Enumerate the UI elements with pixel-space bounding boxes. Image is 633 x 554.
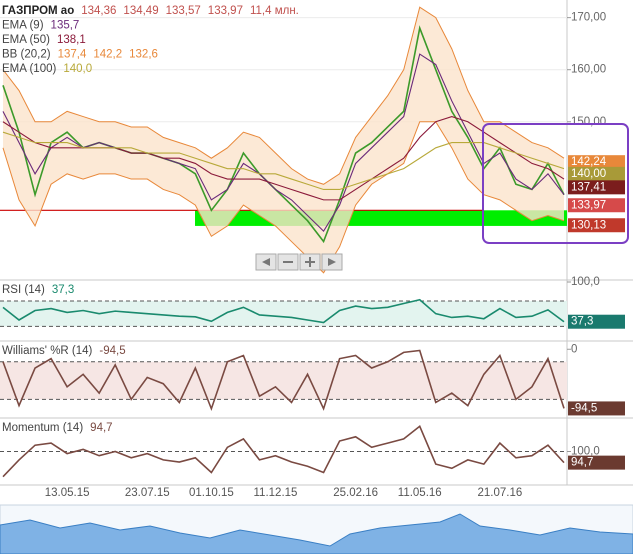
level-band bbox=[0, 301, 567, 327]
value-tag-label: 37,3 bbox=[571, 316, 593, 328]
value-tag bbox=[568, 166, 625, 181]
legend-text: 135,7 bbox=[51, 20, 80, 32]
y-tick-label: 150,00 bbox=[571, 116, 606, 128]
series-line bbox=[2, 298, 565, 324]
value-tag-label: 140,00 bbox=[571, 168, 606, 180]
series-line bbox=[2, 425, 565, 478]
legend-text: -94,5 bbox=[99, 345, 125, 357]
level-band bbox=[0, 361, 567, 400]
legend-text: EMA (9) bbox=[2, 20, 44, 32]
legend-text: 132,6 bbox=[129, 49, 158, 61]
series-line bbox=[2, 349, 565, 412]
value-tag-label: -94,5 bbox=[571, 402, 597, 414]
icon bbox=[262, 258, 270, 266]
series-line bbox=[2, 53, 565, 233]
legend-text: 137,4 bbox=[58, 49, 87, 61]
x-tick-label: 13.05.15 bbox=[45, 487, 90, 499]
value-tag bbox=[568, 314, 625, 329]
legend-text: 37,3 bbox=[52, 284, 74, 296]
value-tag-label: 94,7 bbox=[571, 457, 593, 469]
navigator-area bbox=[0, 513, 633, 554]
x-tick-label: 11.05.16 bbox=[398, 487, 442, 499]
highlight-box bbox=[482, 123, 629, 244]
x-tick-label: 11.12.15 bbox=[254, 487, 298, 499]
value-tag-label: 142,24 bbox=[571, 156, 607, 168]
x-tick-label: 25.02.16 bbox=[333, 487, 378, 499]
legend-text: BB (20,2) bbox=[2, 49, 51, 61]
legend-text: 134,36 bbox=[81, 5, 116, 17]
legend-text: EMA (50) bbox=[2, 34, 50, 46]
legend-text: Momentum (14) bbox=[2, 422, 83, 434]
zone-band bbox=[195, 210, 567, 226]
legend-text: 11,4 млн. bbox=[250, 5, 299, 17]
value-tag bbox=[568, 455, 625, 470]
navigator bbox=[0, 504, 633, 554]
legend-text: 134,49 bbox=[123, 5, 158, 17]
value-tag-label: 133,97 bbox=[571, 199, 606, 211]
legend-text: 142,2 bbox=[93, 49, 122, 61]
value-tag bbox=[568, 198, 625, 213]
y-tick-label: 100,0 bbox=[571, 446, 600, 458]
value-tag-label: 130,13 bbox=[571, 219, 606, 231]
value-tag-label: 137,41 bbox=[571, 181, 606, 193]
legend-text: 140,0 bbox=[63, 63, 92, 75]
legend-text: Williams' %R (14) bbox=[2, 345, 93, 357]
nav-buttons bbox=[255, 253, 343, 271]
bollinger-lower bbox=[2, 121, 565, 274]
x-tick-label: 23.07.15 bbox=[125, 487, 170, 499]
value-tag bbox=[568, 401, 625, 416]
bollinger-fill bbox=[3, 7, 564, 273]
legend-text: 133,57 bbox=[166, 5, 201, 17]
legend-text: 138,1 bbox=[57, 34, 86, 46]
value-tag bbox=[568, 218, 625, 233]
legend-text: RSI (14) bbox=[2, 284, 45, 296]
legend-text: EMA (100) bbox=[2, 63, 56, 75]
x-tick-label: 21.07.16 bbox=[478, 487, 523, 499]
y-tick-label: 0 bbox=[571, 343, 577, 355]
y-tick-label: 160,00 bbox=[571, 64, 606, 76]
legend-text: 133,97 bbox=[208, 5, 243, 17]
value-tag bbox=[568, 180, 625, 195]
y-tick-label: 170,00 bbox=[571, 12, 606, 24]
y-tick-label: 100,0 bbox=[571, 276, 600, 288]
value-tag bbox=[568, 155, 625, 170]
icon bbox=[328, 258, 336, 266]
series-line bbox=[2, 131, 565, 191]
legend-text: 94,7 bbox=[90, 422, 112, 434]
bollinger-upper bbox=[2, 6, 565, 185]
x-tick-label: 01.10.15 bbox=[189, 487, 234, 499]
plot-layers: 170,00160,00150,00142,24140,00137,41133,… bbox=[0, 5, 625, 499]
legend-text: ГАЗПРОМ ао bbox=[2, 5, 74, 17]
